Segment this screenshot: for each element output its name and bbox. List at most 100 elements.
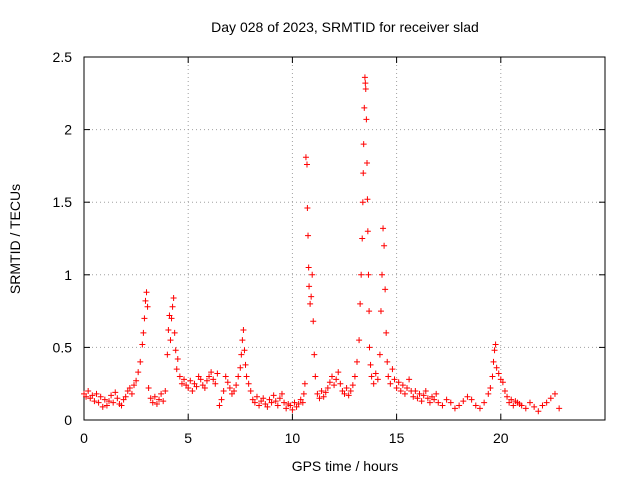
data-point (531, 403, 538, 410)
data-point (359, 235, 366, 242)
data-point (379, 271, 386, 278)
data-point (264, 403, 271, 410)
data-point (314, 390, 321, 397)
data-point (376, 351, 383, 358)
data-point (331, 382, 338, 389)
data-point (112, 389, 119, 396)
data-point (333, 376, 340, 383)
data-point (235, 373, 242, 380)
data-point (410, 393, 417, 400)
data-point (362, 85, 369, 92)
data-point (311, 351, 318, 358)
data-point (309, 271, 316, 278)
data-point (91, 398, 98, 405)
data-point (372, 370, 379, 377)
data-point (384, 358, 391, 365)
data-point (224, 379, 231, 386)
data-point (447, 399, 454, 406)
data-point (307, 300, 314, 307)
data-point (114, 395, 121, 402)
plot-frame (83, 56, 606, 421)
data-point (364, 196, 371, 203)
data-point (103, 402, 110, 409)
data-point (291, 399, 298, 406)
data-point (158, 390, 165, 397)
data-point (210, 376, 217, 383)
data-point (424, 395, 431, 402)
labels-layer: Day 028 of 2023, SRMTID for receiver sla… (7, 19, 479, 474)
data-point (174, 356, 181, 363)
data-point (322, 389, 329, 396)
data-point (382, 286, 389, 293)
data-point (357, 300, 364, 307)
data-point (393, 385, 400, 392)
data-point (193, 383, 200, 390)
data-point (305, 232, 312, 239)
data-point (320, 393, 327, 400)
grid-layer (84, 57, 605, 420)
data-point (381, 242, 388, 249)
data-point (420, 392, 427, 399)
data-point (551, 390, 558, 397)
data-point (383, 329, 390, 336)
y-tick-label: 2 (64, 122, 72, 138)
data-point (167, 337, 174, 344)
data-point (306, 283, 313, 290)
data-point (326, 379, 333, 386)
data-point (208, 369, 215, 376)
data-point (303, 161, 310, 168)
data-point (85, 387, 92, 394)
data-point (318, 387, 325, 394)
data-point (173, 366, 180, 373)
data-point (341, 390, 348, 397)
data-point (328, 373, 335, 380)
data-point (144, 303, 151, 310)
x-tick-label: 0 (80, 430, 88, 446)
data-point (274, 402, 281, 409)
data-point (272, 398, 279, 405)
data-point (93, 390, 100, 397)
data-point (451, 405, 458, 412)
data-point (361, 104, 368, 111)
data-point (260, 395, 267, 402)
data-point (300, 390, 307, 397)
data-point (347, 387, 354, 394)
data-point (389, 366, 396, 373)
data-point (370, 380, 377, 387)
data-point (172, 347, 179, 354)
data-point (401, 390, 408, 397)
data-point (240, 326, 247, 333)
data-point (491, 347, 498, 354)
x-tick-label: 10 (285, 430, 301, 446)
data-point (345, 392, 352, 399)
data-point (499, 379, 506, 386)
data-point (278, 390, 285, 397)
data-point (485, 390, 492, 397)
data-point (510, 402, 517, 409)
data-point (137, 358, 144, 365)
data-point (360, 170, 367, 177)
data-point (365, 271, 372, 278)
data-point (216, 402, 223, 409)
data-point (439, 402, 446, 409)
data-point (160, 398, 167, 405)
data-point (142, 297, 149, 304)
data-point (302, 154, 309, 161)
data-point (108, 392, 115, 399)
data-point (185, 385, 192, 392)
data-point (245, 380, 252, 387)
data-point (241, 347, 248, 354)
data-point (364, 228, 371, 235)
data-point (526, 399, 533, 406)
data-point (460, 398, 467, 405)
data-point (391, 376, 398, 383)
data-point (504, 393, 511, 400)
data-point (312, 373, 319, 380)
data-point (385, 373, 392, 380)
chart-title: Day 028 of 2023, SRMTID for receiver sla… (211, 19, 479, 35)
data-point (397, 387, 404, 394)
data-point (178, 380, 185, 387)
data-point (169, 303, 176, 310)
